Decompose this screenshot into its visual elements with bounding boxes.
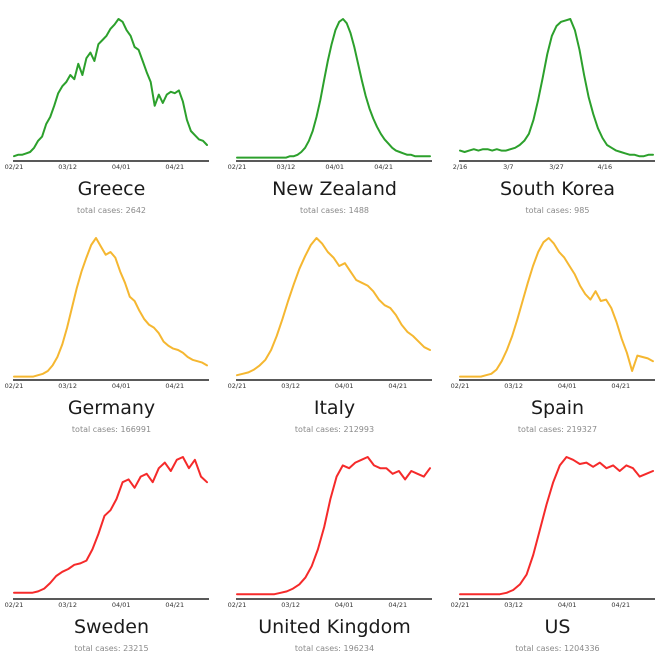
- panel-new-zealand: 02/21 03/12 04/01 04/21 New Zealand total c…: [223, 5, 446, 227]
- x-tick-label: 02/21: [228, 382, 247, 390]
- x-tick-label: 04/01: [335, 601, 354, 609]
- country-label: Germany: [67, 397, 156, 419]
- series-line-sweden: [13, 456, 208, 594]
- x-tick-label: 04/21: [165, 382, 184, 390]
- x-tick-label: 02/21: [228, 601, 247, 609]
- x-tick-label: 04/01: [325, 163, 344, 171]
- country-label: United Kingdom: [258, 616, 411, 638]
- line-chart-us: 02/21 03/12 04/01 04/21: [451, 456, 655, 609]
- line-chart-new-zealand: 02/21 03/12 04/01 04/21: [228, 18, 432, 171]
- x-tick-label: 04/21: [611, 601, 630, 609]
- total-cases-label: total cases: 219327: [517, 425, 598, 434]
- x-tick-label: 03/12: [277, 163, 296, 171]
- x-tick-label: 3/7: [503, 163, 513, 171]
- panel-sweden: 02/21 03/12 04/01 04/21 Sweden total cases:…: [0, 443, 223, 665]
- line-chart-spain: 02/21 03/12 04/01 04/21: [451, 237, 655, 390]
- country-label: Greece: [77, 178, 146, 200]
- country-label: Spain: [530, 397, 585, 419]
- x-tick-label: 04/21: [611, 382, 630, 390]
- x-tick-label: 02/21: [228, 163, 247, 171]
- country-label: Sweden: [73, 616, 150, 638]
- series-line-south-korea: [459, 18, 654, 158]
- x-tick-label: 03/12: [281, 601, 300, 609]
- series-line-greece: [13, 18, 208, 158]
- x-tick-label: 04/01: [558, 601, 577, 609]
- x-tick-label: 04/21: [165, 601, 184, 609]
- panel-spain: 02/21 03/12 04/01 04/21 Spain total cases: …: [446, 224, 669, 446]
- line-chart-south-korea: 2/16 3/7 3/27 4/16: [453, 18, 655, 171]
- x-tick-label: 2/16: [453, 163, 468, 171]
- x-tick-label: 02/21: [451, 601, 470, 609]
- series-line-spain: [459, 237, 654, 378]
- x-tick-label: 03/12: [504, 382, 523, 390]
- x-tick-label: 03/12: [58, 163, 77, 171]
- x-tick-label: 04/21: [388, 382, 407, 390]
- line-chart-germany: 02/21 03/12 04/01 04/21: [5, 237, 209, 390]
- series-line-us: [459, 456, 654, 596]
- x-tick-label: 04/21: [374, 163, 393, 171]
- series-line-italy: [236, 237, 431, 377]
- line-chart-sweden: 02/21 03/12 04/01 04/21: [5, 456, 209, 609]
- x-tick-label: 04/21: [388, 601, 407, 609]
- country-label: US: [544, 616, 571, 638]
- total-cases-label: total cases: 166991: [71, 425, 152, 434]
- x-tick-label: 04/01: [112, 163, 131, 171]
- series-line-united-kingdom: [236, 456, 431, 596]
- x-tick-label: 02/21: [5, 601, 24, 609]
- x-tick-label: 02/21: [5, 382, 24, 390]
- x-tick-label: 3/27: [549, 163, 564, 171]
- total-cases-label: total cases: 985: [525, 206, 590, 215]
- x-tick-label: 04/01: [112, 601, 131, 609]
- total-cases-label: total cases: 23215: [74, 644, 149, 653]
- x-tick-label: 4/16: [597, 163, 612, 171]
- panel-south-korea: 2/16 3/7 3/27 4/16 South Korea total cases:…: [446, 5, 669, 227]
- x-tick-label: 04/01: [335, 382, 354, 390]
- line-chart-greece: 02/21 03/12 04/01 04/21: [5, 18, 209, 171]
- x-tick-label: 03/12: [58, 601, 77, 609]
- x-tick-label: 03/12: [281, 382, 300, 390]
- panel-greece: 02/21 03/12 04/01 04/21 Greece total cases:…: [0, 5, 223, 227]
- total-cases-label: total cases: 2642: [77, 206, 146, 215]
- x-tick-label: 03/12: [58, 382, 77, 390]
- series-line-germany: [13, 237, 208, 378]
- line-chart-united-kingdom: 02/21 03/12 04/01 04/21: [228, 456, 432, 609]
- line-chart-italy: 02/21 03/12 04/01 04/21: [228, 237, 432, 390]
- panel-italy: 02/21 03/12 04/01 04/21 Italy total cases: …: [223, 224, 446, 446]
- x-tick-label: 04/01: [558, 382, 577, 390]
- total-cases-label: total cases: 1488: [300, 206, 369, 215]
- series-line-new-zealand: [236, 18, 431, 159]
- x-tick-label: 04/21: [165, 163, 184, 171]
- country-label: Italy: [313, 397, 356, 419]
- country-label: New Zealand: [272, 178, 397, 200]
- panel-united-kingdom: 02/21 03/12 04/01 04/21 United Kingdom tota…: [223, 443, 446, 665]
- panel-us: 02/21 03/12 04/01 04/21 US total cases: 120…: [446, 443, 669, 665]
- panel-germany: 02/21 03/12 04/01 04/21 Germany total cases…: [0, 224, 223, 446]
- x-tick-label: 03/12: [504, 601, 523, 609]
- total-cases-label: total cases: 1204336: [515, 644, 600, 653]
- x-tick-label: 02/21: [451, 382, 470, 390]
- total-cases-label: total cases: 196234: [294, 644, 375, 653]
- x-tick-label: 04/01: [112, 382, 131, 390]
- country-label: South Korea: [499, 178, 616, 200]
- total-cases-label: total cases: 212993: [294, 425, 375, 434]
- x-tick-label: 02/21: [5, 163, 24, 171]
